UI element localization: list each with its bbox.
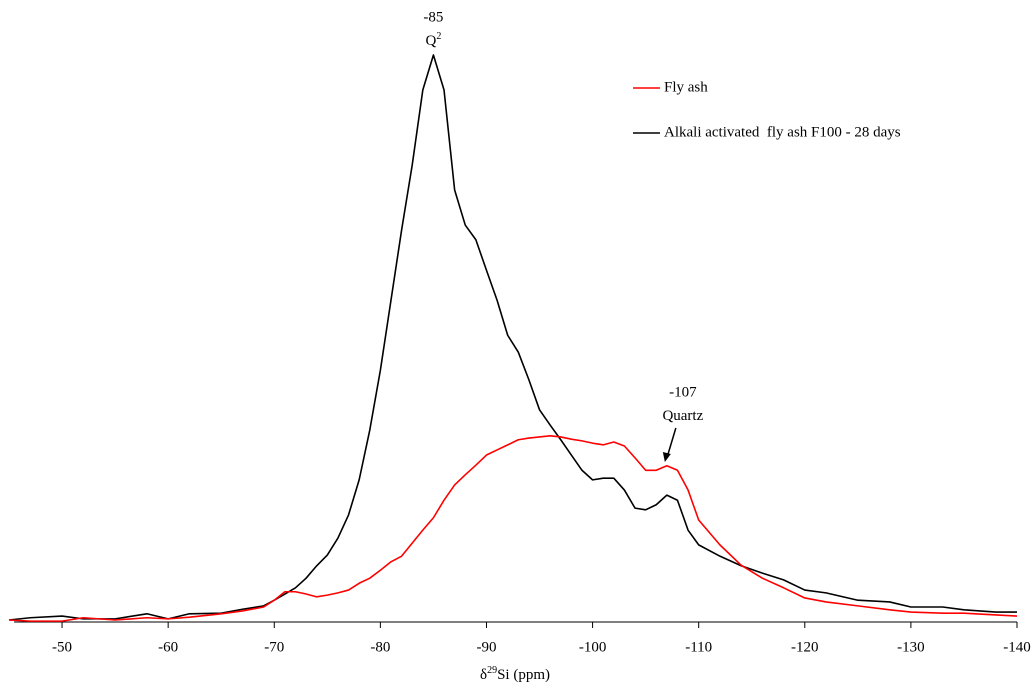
x-label-sup: 29 [487,665,497,676]
x-tick-label: -80 [370,639,390,655]
annotation-text: Quartz [662,408,703,424]
annotation-text: Q [425,33,436,49]
legend-label: Fly ash [664,79,708,95]
x-label-main: Si (ppm) [497,667,550,683]
annotation-arrowhead [662,452,671,462]
annotation-label: Q2 [425,31,441,49]
legend-label: Alkali activated fly ash F100 - 28 days [664,124,901,140]
x-tick-label: -70 [264,639,284,655]
annotation-sup: 2 [436,31,441,42]
annotation-arrow [666,427,677,459]
x-tick-label: -110 [685,639,712,655]
x-axis-label: δ29Si (ppm) [480,665,550,683]
x-tick-label: -130 [897,639,925,655]
x-tick-label: -60 [158,639,178,655]
annotation-value: -107 [669,384,697,400]
annotation-label: Quartz [662,408,703,424]
x-label-prefix: δ [480,667,487,683]
x-tick-label: -140 [1003,639,1031,655]
series-line [8,435,1018,622]
x-tick-label: -50 [52,639,72,655]
annotation-value: -85 [423,9,443,25]
x-tick-label: -90 [476,639,496,655]
x-tick-label: -120 [791,639,819,655]
x-tick-label: -100 [579,639,607,655]
